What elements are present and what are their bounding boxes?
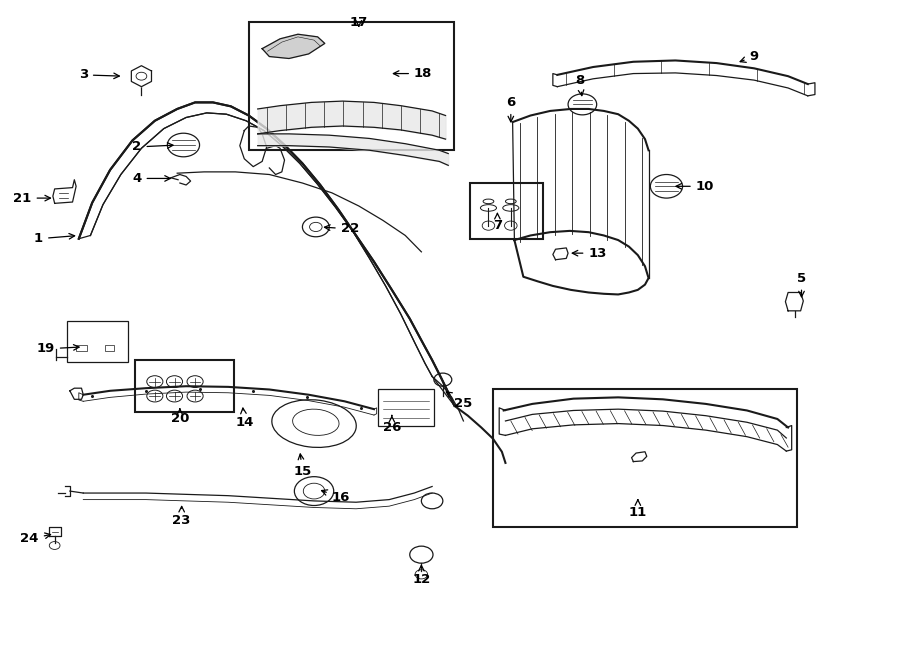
Ellipse shape bbox=[483, 199, 494, 204]
Text: 15: 15 bbox=[293, 454, 311, 478]
Circle shape bbox=[568, 94, 597, 115]
Circle shape bbox=[147, 375, 163, 387]
Bar bbox=[135, 360, 233, 412]
Polygon shape bbox=[131, 65, 151, 87]
Text: 12: 12 bbox=[412, 565, 430, 586]
Bar bbox=[104, 345, 113, 352]
Bar bbox=[378, 389, 434, 426]
Circle shape bbox=[187, 390, 203, 402]
Text: 13: 13 bbox=[572, 247, 607, 260]
Circle shape bbox=[187, 375, 203, 387]
Circle shape bbox=[505, 221, 518, 230]
Polygon shape bbox=[50, 527, 61, 536]
Text: 4: 4 bbox=[132, 172, 170, 185]
Polygon shape bbox=[53, 180, 76, 204]
Ellipse shape bbox=[481, 205, 497, 212]
Circle shape bbox=[167, 134, 200, 157]
Text: 18: 18 bbox=[393, 67, 432, 80]
Circle shape bbox=[50, 541, 60, 549]
Circle shape bbox=[294, 477, 334, 506]
Text: 26: 26 bbox=[382, 416, 401, 434]
Text: 7: 7 bbox=[493, 213, 502, 232]
Text: 22: 22 bbox=[325, 222, 359, 235]
Circle shape bbox=[147, 390, 163, 402]
Circle shape bbox=[166, 390, 183, 402]
Bar bbox=[493, 389, 797, 527]
Text: 16: 16 bbox=[321, 490, 350, 504]
Text: 5: 5 bbox=[797, 272, 806, 297]
Circle shape bbox=[302, 217, 329, 237]
Bar bbox=[76, 345, 87, 352]
Ellipse shape bbox=[506, 199, 517, 204]
Text: 9: 9 bbox=[740, 50, 759, 63]
Text: 25: 25 bbox=[446, 392, 472, 410]
Ellipse shape bbox=[503, 205, 519, 212]
Polygon shape bbox=[262, 34, 325, 58]
Polygon shape bbox=[553, 248, 568, 260]
Text: 24: 24 bbox=[21, 532, 50, 545]
Text: 17: 17 bbox=[349, 16, 368, 29]
Text: 11: 11 bbox=[629, 500, 647, 519]
Circle shape bbox=[410, 546, 433, 563]
Text: 3: 3 bbox=[78, 68, 120, 81]
Polygon shape bbox=[786, 292, 804, 311]
Bar bbox=[248, 22, 454, 150]
Text: 21: 21 bbox=[14, 192, 50, 205]
Text: 20: 20 bbox=[171, 409, 189, 426]
Text: 10: 10 bbox=[676, 180, 714, 193]
Circle shape bbox=[415, 570, 428, 579]
Circle shape bbox=[166, 375, 183, 387]
Text: 2: 2 bbox=[132, 141, 173, 153]
Bar bbox=[470, 183, 543, 239]
Bar bbox=[68, 321, 128, 362]
Circle shape bbox=[482, 221, 495, 230]
Text: 6: 6 bbox=[506, 96, 516, 122]
Text: 1: 1 bbox=[34, 232, 75, 245]
Text: 14: 14 bbox=[235, 408, 254, 429]
Text: 19: 19 bbox=[37, 342, 79, 356]
Text: 8: 8 bbox=[575, 73, 584, 96]
Circle shape bbox=[651, 175, 682, 198]
Text: 23: 23 bbox=[173, 506, 191, 527]
